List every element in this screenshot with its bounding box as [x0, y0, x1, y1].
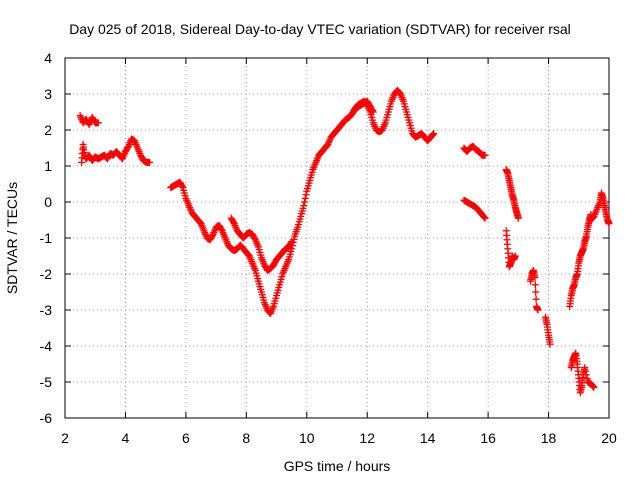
data-point [531, 281, 539, 289]
data-point [546, 340, 554, 348]
y-tick-label: -6 [40, 410, 53, 426]
data-point [605, 220, 613, 228]
data-point [301, 194, 309, 202]
y-axis-label: SDTVAR / TECUs [4, 182, 20, 294]
data-point [430, 130, 438, 138]
data-point [481, 151, 489, 159]
x-tick-label: 20 [601, 430, 617, 446]
data-point [300, 202, 308, 210]
data-point [581, 364, 589, 372]
data-point [302, 191, 310, 199]
data-point [94, 119, 102, 127]
data-point [217, 225, 225, 233]
data-point [511, 252, 519, 260]
data-point [229, 218, 237, 226]
data-point [251, 234, 259, 242]
data-points [76, 86, 613, 397]
data-point [301, 198, 309, 206]
x-tick-label: 18 [541, 430, 557, 446]
data-point [178, 182, 186, 190]
grid-lines [65, 58, 609, 418]
data-point [287, 239, 295, 247]
y-tick-label: -1 [40, 230, 53, 246]
y-tick-label: -5 [40, 374, 53, 390]
x-axis-label: GPS time / hours [284, 458, 391, 474]
x-tick-label: 6 [182, 430, 190, 446]
data-point [429, 131, 437, 138]
data-point [514, 214, 522, 222]
y-tick-label: 0 [44, 194, 52, 210]
y-tick-label: 4 [44, 50, 52, 66]
data-point [582, 371, 590, 379]
data-point [481, 214, 489, 222]
x-tick-label: 12 [359, 430, 375, 446]
chart-title: Day 025 of 2018, Sidereal Day-to-day VTE… [69, 21, 571, 37]
data-point [480, 213, 488, 221]
data-point [532, 288, 540, 296]
x-tick-label: 4 [122, 430, 130, 446]
data-point [369, 107, 377, 115]
plot-frame [64, 57, 610, 419]
x-tick-label: 2 [61, 430, 69, 446]
data-point [124, 144, 132, 152]
y-tick-label: -4 [40, 338, 53, 354]
data-point [208, 232, 216, 240]
data-point [582, 367, 590, 375]
x-tick-label: 10 [299, 430, 315, 446]
data-point [583, 374, 591, 382]
y-tick-label: 3 [44, 86, 52, 102]
x-tick-label: 14 [420, 430, 436, 446]
data-point [288, 238, 296, 246]
y-tick-label: 1 [44, 158, 52, 174]
y-tick-label: 2 [44, 122, 52, 138]
x-tick-label: 8 [242, 430, 250, 446]
y-tick-label: -3 [40, 302, 53, 318]
data-point [531, 274, 539, 282]
data-point [146, 158, 154, 166]
data-point [532, 295, 540, 303]
y-tick-label: -2 [40, 266, 53, 282]
data-point [369, 108, 377, 116]
x-tick-label: 16 [480, 430, 496, 446]
data-point [589, 383, 597, 390]
data-point [590, 383, 598, 391]
data-point [534, 306, 542, 314]
